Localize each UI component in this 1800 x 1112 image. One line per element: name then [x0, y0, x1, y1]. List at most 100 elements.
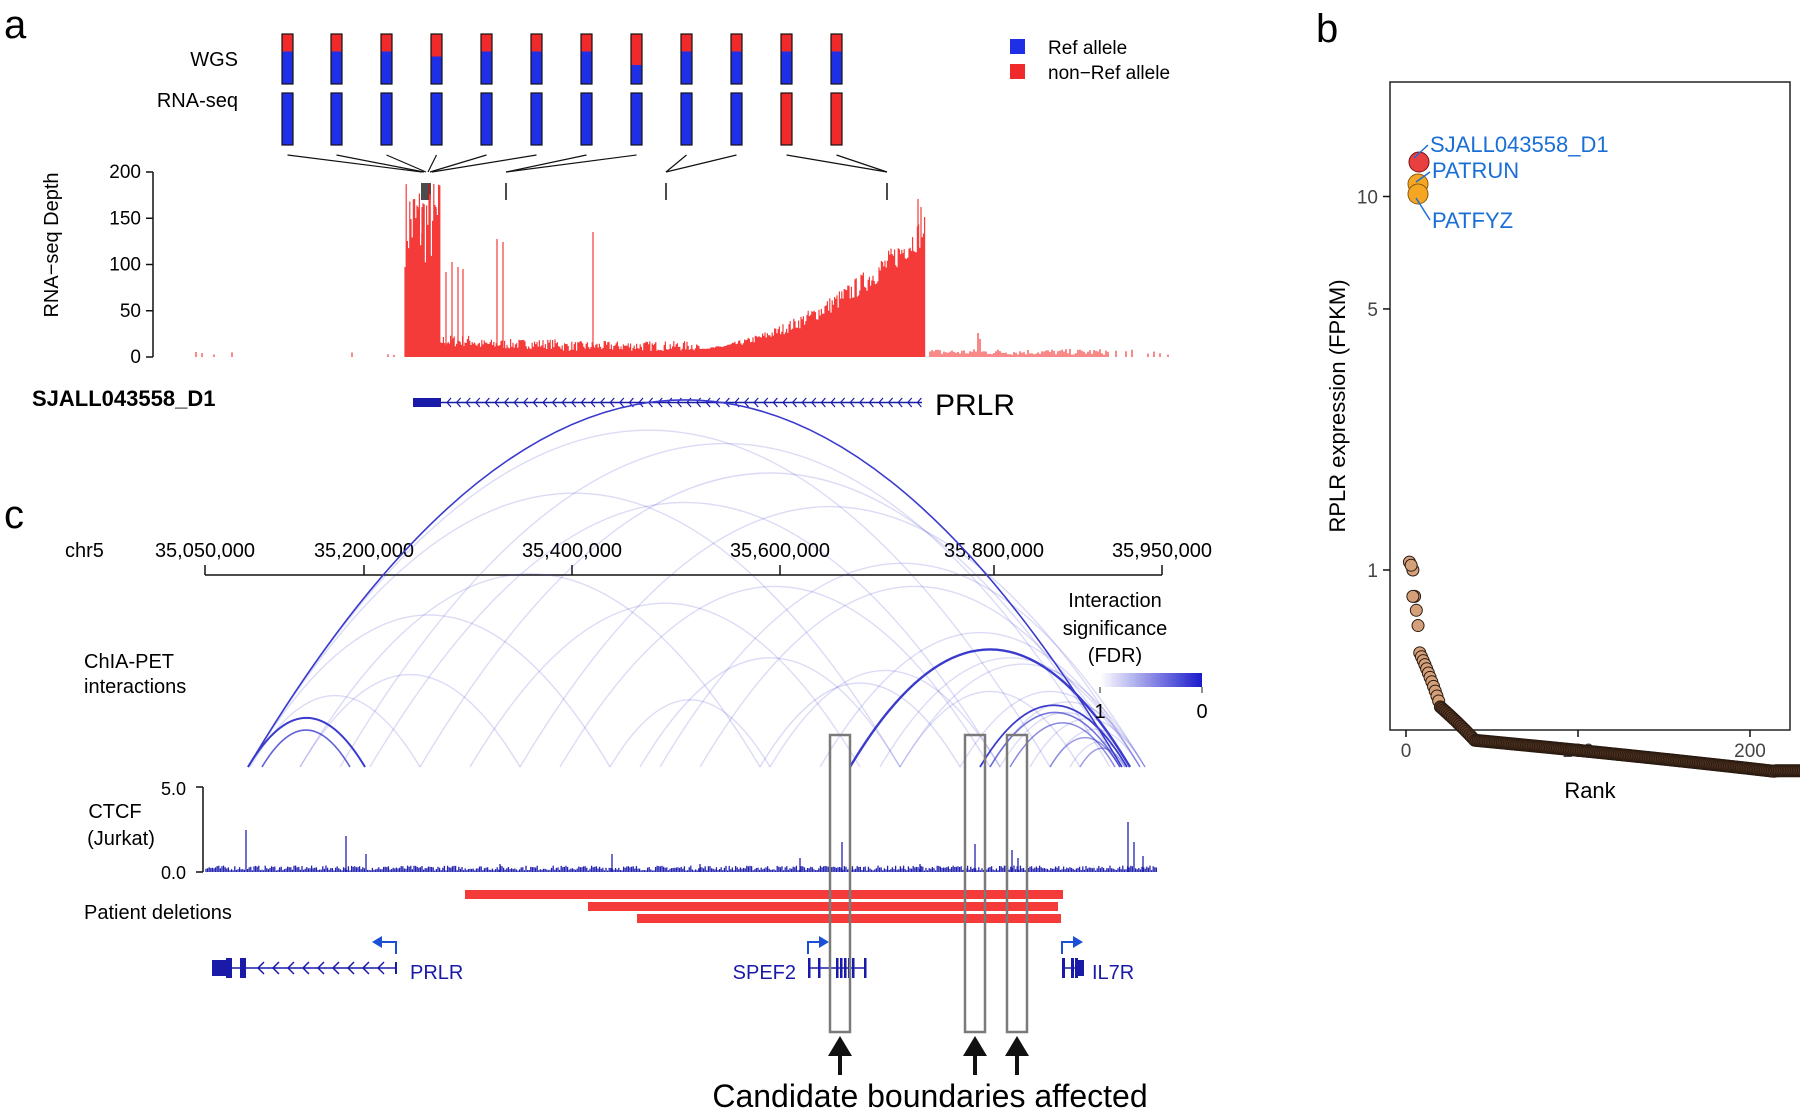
legend-ref-swatch [1010, 39, 1025, 54]
label-patrun: PATRUN [1432, 158, 1519, 183]
spef2-exon [818, 958, 821, 978]
wgs-bar-ref [831, 51, 842, 84]
prlr-strand-chevron [638, 397, 644, 408]
depth-tick-label: 50 [120, 301, 141, 322]
rna-bar-ref [531, 93, 542, 145]
wgs-bar-outline [380, 33, 393, 85]
wgs-bar-outline [730, 33, 743, 85]
prlr-strand-chevron [522, 397, 529, 408]
prlr-strand-chevron [609, 397, 615, 408]
wgs-bar-nonref [681, 34, 692, 52]
prlr-strand-chevron [455, 397, 462, 408]
prlr-chevron [346, 961, 355, 975]
panel-c: c chr5 35,050,000 35,200,000 35,400,000 35,… [4, 399, 1212, 1112]
rna-bar-ref [731, 93, 742, 145]
depth-tick-label: 150 [109, 208, 141, 229]
leader-patrun [1415, 171, 1431, 183]
rna-bar-ref [331, 93, 342, 145]
prlr-chevron [331, 961, 340, 975]
gene-label-il7r: IL7R [1092, 962, 1134, 984]
chrom-label: chr5 [65, 540, 104, 562]
snp-connector-lines [287, 154, 888, 200]
panel-b: b 01002001510 RPLR expression (FPKM) Ran… [1316, 7, 1800, 803]
chia-arc [419, 472, 1121, 768]
wgs-bar-ref [581, 51, 592, 84]
rna-bar-outline [630, 92, 643, 146]
legend-title-3: (FDR) [1088, 645, 1142, 667]
snp-connector [665, 154, 687, 173]
spef2-exon [836, 958, 839, 978]
wgs-bar-nonref [581, 34, 592, 52]
wgs-bar-outline [530, 33, 543, 85]
deletion-2 [588, 902, 1058, 911]
deletions-label: Patient deletions [84, 902, 232, 924]
prlr-chevron [316, 961, 325, 975]
chia-arc [559, 585, 991, 768]
boundary-arrow-2 [963, 1036, 987, 1075]
prlr-strand-chevron [810, 397, 817, 408]
spef2-exon [852, 958, 855, 978]
prlr-chevron [361, 961, 370, 975]
rna-bar-outline [330, 92, 343, 146]
prlr-strand-chevron [532, 397, 538, 408]
legend-title-1: Interaction [1068, 590, 1161, 612]
label-patfyz: PATFYZ [1432, 208, 1513, 233]
leader-sjall [1413, 144, 1429, 159]
snp-connector [786, 154, 888, 173]
wgs-bar-outline [630, 33, 643, 85]
prlr-strand-chevron [820, 397, 826, 408]
chia-arc [759, 682, 961, 768]
chia-arc [1079, 747, 1126, 768]
gene-label-prlr: PRLR [410, 962, 463, 984]
prlr-tss-arrow [380, 941, 397, 954]
fdr-gradient-bar [1100, 673, 1202, 687]
prlr-utr-block [413, 398, 441, 407]
il7r-exon [1076, 960, 1084, 976]
snp-connector [287, 154, 423, 173]
prlr-strand-chevron [906, 397, 913, 408]
wgs-bar-outline [330, 33, 343, 85]
ctcf-ymin-label: 0.0 [161, 863, 186, 883]
prlr-strand-chevron [753, 397, 759, 408]
depth-y-label: RNA−seq Depth [41, 172, 63, 317]
ruler-tick-label: 35,400,000 [522, 540, 622, 562]
snp-connector [431, 154, 537, 173]
chia-arc [609, 699, 771, 768]
ctcf-ymax-label: 5.0 [161, 779, 186, 799]
chia-arc [959, 690, 1141, 768]
b-point [1409, 603, 1423, 617]
chia-arc [261, 729, 351, 768]
spef2-exon [864, 958, 867, 978]
b-point [1404, 558, 1418, 572]
prlr-gene-model-a [413, 397, 922, 408]
fdr-max-label: 0 [1196, 701, 1207, 723]
boundary-box-2 [963, 733, 987, 1034]
depth-track [195, 183, 1169, 357]
rna-bar-ref [631, 93, 642, 145]
panel-a: a WGS RNA-seq Ref allele non−Ref allele … [4, 3, 1170, 422]
panel-a-letter: a [4, 3, 27, 47]
prlr-strand-chevron [839, 397, 846, 408]
b-point [1406, 589, 1420, 603]
chia-arc [369, 501, 1001, 768]
gene-models-c [212, 936, 1084, 978]
wgs-bar-ref [481, 51, 492, 84]
chia-arc [899, 690, 1081, 768]
rna-bar-outline [580, 92, 593, 146]
ctcf-track [205, 822, 1158, 872]
wgs-bar-ref [731, 51, 742, 84]
prlr-strand-chevron [474, 397, 481, 408]
rna-bar-ref [681, 93, 692, 145]
wgs-bar-outline [680, 33, 693, 85]
wgs-bar-outline [780, 33, 793, 85]
prlr-strand-chevron [503, 397, 510, 408]
rna-bar-ref [581, 93, 592, 145]
chia-arc [769, 669, 1001, 768]
rna-bar-outline [530, 92, 543, 146]
snp-connector [427, 154, 438, 173]
il7r-exon [1071, 958, 1074, 978]
prlr-strand-chevron [446, 397, 452, 408]
rna-bar-nonref [781, 93, 792, 145]
boundary-box-3 [1005, 733, 1029, 1034]
leader-patfyz [1415, 197, 1431, 221]
